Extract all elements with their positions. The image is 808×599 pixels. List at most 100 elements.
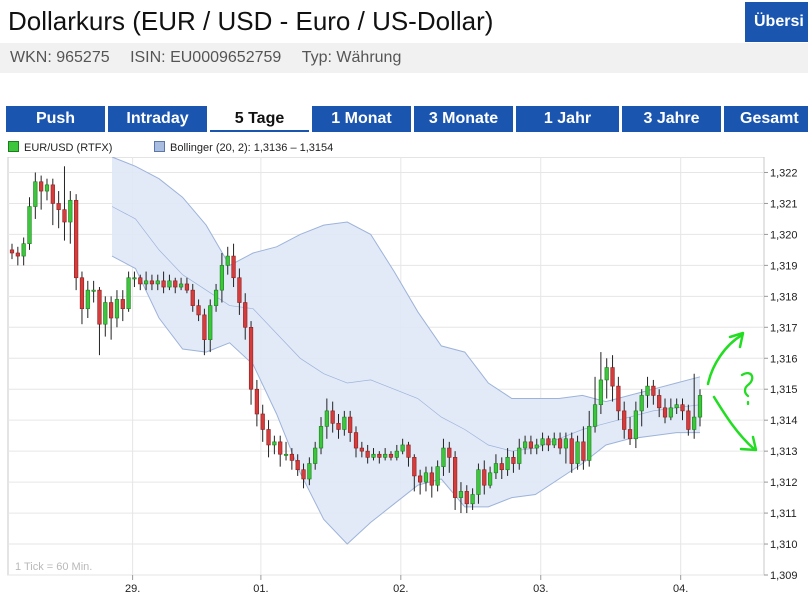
candle-body-up <box>476 469 481 495</box>
candle <box>85 280 90 319</box>
candle-body-down <box>581 441 586 461</box>
x-tick-label: 04. <box>673 583 688 595</box>
annotation-up-arrowhead <box>728 331 745 349</box>
type-label: Typ: Währung <box>301 49 402 66</box>
security-meta: WKN: 965275 ISIN: EU0009652759 Typ: Währ… <box>0 43 808 73</box>
candle-body-up <box>674 404 679 409</box>
candle <box>406 441 411 467</box>
candle-body-up <box>208 305 213 340</box>
tab-intraday[interactable]: Intraday <box>108 106 207 132</box>
y-tick-label: 1,311 <box>770 508 797 520</box>
candle <box>592 376 598 433</box>
candle-body-down <box>9 249 15 254</box>
candle-body-down <box>406 444 411 458</box>
x-tick-label: 02. <box>393 583 408 595</box>
candle-body-up <box>668 407 673 418</box>
candle <box>91 280 96 303</box>
candle <box>365 444 370 464</box>
legend-label-eurusd: EUR/USD (RTFX) <box>24 142 113 154</box>
candle <box>114 290 120 328</box>
candle-body-down <box>511 457 516 464</box>
candle <box>9 243 15 260</box>
tab-1-jahr[interactable]: 1 Jahr <box>516 106 619 132</box>
candle <box>569 432 574 473</box>
candle <box>330 401 335 433</box>
candle <box>388 451 394 461</box>
overview-button[interactable]: Übersi <box>745 2 808 42</box>
candle <box>377 451 382 464</box>
candle <box>336 413 341 439</box>
tab-3-jahre[interactable]: 3 Jahre <box>622 106 721 132</box>
candle <box>581 426 586 470</box>
candle-body-down <box>499 463 504 471</box>
tab-3-monate[interactable]: 3 Monate <box>414 106 513 132</box>
candle <box>21 237 26 266</box>
candle-body-down <box>62 209 67 223</box>
candle-body-down <box>120 299 125 310</box>
candle-body-up <box>598 379 603 406</box>
candle <box>622 401 627 439</box>
candle <box>487 466 493 489</box>
candle <box>33 172 38 219</box>
candle-body-up <box>423 472 429 483</box>
candle <box>103 296 108 337</box>
candle-body-down <box>50 184 55 204</box>
y-axis: 1,309 1,310 1,311 1,312 1,313 1,314 1,315 1,316… <box>764 167 798 582</box>
candle-body-down <box>278 441 283 455</box>
candle <box>674 398 679 414</box>
tab-gesamt[interactable]: Gesamt <box>724 106 808 132</box>
candle-body-down <box>610 367 615 387</box>
candle <box>616 376 621 421</box>
candle <box>657 389 662 418</box>
candle <box>563 432 569 464</box>
candle <box>167 274 172 291</box>
candle <box>79 271 85 325</box>
candle <box>342 410 347 436</box>
candle-body-up <box>313 447 318 464</box>
candle-body-down <box>557 438 563 449</box>
candle <box>254 379 259 427</box>
candle-body-up <box>441 447 446 467</box>
candle <box>248 321 254 405</box>
candle-body-down <box>15 252 20 257</box>
candle-body-up <box>540 438 545 446</box>
candle <box>499 457 504 480</box>
candle-body-down <box>161 280 166 288</box>
candle <box>56 191 61 229</box>
candle-body-down <box>616 385 621 412</box>
candle-body-down <box>56 203 61 210</box>
annotation-question-mark <box>740 372 754 406</box>
candle <box>190 283 195 312</box>
bollinger-band-fill <box>112 157 700 544</box>
candle-body-down <box>546 438 551 446</box>
candle <box>651 379 656 405</box>
candle <box>575 435 580 470</box>
legend-label-bollinger: Bollinger (20, 2): 1,3136 – 1,3154 <box>170 142 334 154</box>
candle-body-up <box>91 289 96 292</box>
candle <box>74 194 79 291</box>
candle-body-up <box>225 255 230 266</box>
bollinger-band <box>111 157 701 545</box>
tab-push[interactable]: Push <box>6 106 105 132</box>
candle-body-up <box>213 289 219 306</box>
y-tick-label: 1,314 <box>770 415 798 427</box>
candle <box>418 469 423 495</box>
y-tick-label: 1,312 <box>770 477 798 489</box>
candle <box>383 448 388 461</box>
candle-body-up <box>639 395 644 412</box>
candle-body-up <box>604 367 609 381</box>
candle <box>143 271 149 291</box>
annotation-down-arrow <box>712 395 756 451</box>
y-tick-label: 1,313 <box>770 446 798 458</box>
candle-body-down <box>109 302 114 319</box>
candle <box>394 444 399 461</box>
wkn-label: WKN: 965275 <box>10 49 110 66</box>
y-tick-label: 1,320 <box>770 229 798 241</box>
candle <box>50 178 55 226</box>
candle-body-down <box>657 395 662 409</box>
candle <box>476 463 481 504</box>
tab-1-monat[interactable]: 1 Monat <box>312 106 411 132</box>
candle-body-down <box>464 491 469 505</box>
candle <box>283 441 289 461</box>
tab-5-tage[interactable]: 5 Tage <box>210 106 309 132</box>
